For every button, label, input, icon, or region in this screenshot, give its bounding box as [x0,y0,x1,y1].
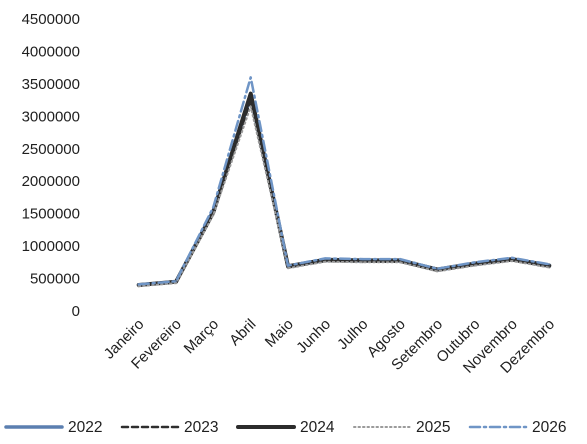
data-point [473,261,476,264]
data-point [436,270,439,273]
data-point [286,264,290,267]
x-category-label: Março [181,316,222,357]
data-point [548,266,551,269]
x-category-label: Abril [226,316,259,349]
y-tick-label: 3000000 [22,108,80,125]
data-point [174,279,178,283]
data-point [137,283,140,286]
x-category-label: Maio [262,316,297,351]
data-point [249,92,252,95]
data-point [436,267,439,271]
data-point [324,257,327,260]
data-point [174,281,178,285]
y-tick-label: 500000 [30,271,80,288]
legend-label: 2022 [68,419,102,436]
y-tick-label: 2000000 [22,173,80,190]
legend-label: 2025 [416,419,450,436]
data-point [324,260,327,263]
data-point [212,213,215,217]
series-line-2026 [137,76,551,286]
y-tick-label: 2500000 [22,141,80,158]
data-point [510,259,514,263]
data-point [361,257,364,261]
y-tick-label: 4500000 [22,11,80,28]
data-point [137,285,140,288]
y-axis: 0 500000 1000000 1500000 2000000 2500000 30000… [22,11,80,320]
x-category-label: Junho [293,316,334,357]
y-tick-label: 4000000 [22,43,80,60]
data-point [548,263,551,266]
legend-label: 2024 [300,419,335,436]
y-tick-label: 1000000 [22,238,80,255]
legend-label: 2026 [532,419,566,436]
legend: 2022 2023 2024 2025 2026 [4,419,566,436]
data-point [398,261,402,264]
y-tick-label: 0 [72,303,80,320]
series-line-2024 [136,91,552,287]
data-point [249,76,252,79]
y-tick-label: 1500000 [22,206,80,223]
series-line-2022 [136,95,552,287]
data-point [473,264,476,267]
data-point [361,261,364,264]
y-tick-label: 3500000 [22,76,80,93]
data-point [286,266,290,270]
series-line-2025 [137,105,551,288]
series-lines [136,76,552,288]
data-point [398,257,402,261]
data-point [249,105,252,108]
legend-label: 2023 [184,419,218,436]
data-point [510,256,514,259]
data-point [212,205,215,209]
